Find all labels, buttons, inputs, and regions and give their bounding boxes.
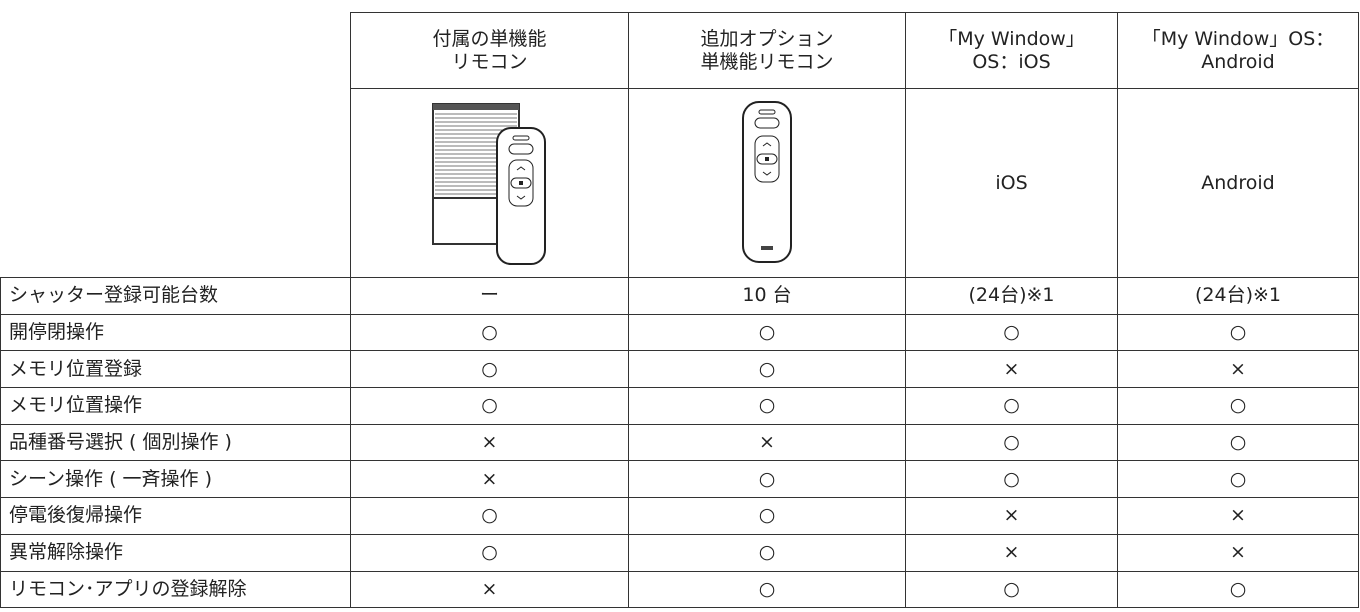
table-row: メモリ位置操作 ○ ○ ○ ○ bbox=[0, 387, 1359, 425]
os-label: Android bbox=[1201, 171, 1275, 194]
row-label: リモコン･アプリの登録解除 bbox=[0, 570, 351, 609]
table-cell: ○ bbox=[1117, 570, 1359, 609]
image-cell bbox=[628, 88, 906, 278]
table-cell: × bbox=[905, 497, 1118, 535]
table-cell: × bbox=[628, 423, 906, 462]
table-cell: (24台)※1 bbox=[905, 277, 1118, 315]
table-cell: ○ bbox=[905, 460, 1118, 499]
table-row: 開停閉操作 ○ ○ ○ ○ bbox=[0, 313, 1359, 352]
table-cell: ○ bbox=[905, 423, 1118, 462]
row-label: 品種番号選択 ( 個別操作 ) bbox=[0, 423, 351, 462]
table-cell: × bbox=[1117, 497, 1359, 535]
row-label: メモリ位置登録 bbox=[0, 350, 351, 389]
table-cell: ○ bbox=[350, 497, 629, 535]
table-cell: 10 台 bbox=[628, 277, 906, 315]
table-cell: ○ bbox=[1117, 387, 1359, 425]
header-text: 「My Window」OS： bbox=[1141, 27, 1335, 50]
table-cell: × bbox=[350, 460, 629, 499]
image-row: iOS Android bbox=[1, 88, 1359, 278]
table-cell: ○ bbox=[628, 533, 906, 572]
table-cell: (24台)※1 bbox=[1117, 277, 1359, 315]
table-cell: ○ bbox=[1117, 460, 1359, 499]
table-row: メモリ位置登録 ○ ○ × × bbox=[0, 350, 1359, 389]
header-cell: 付属の単機能 リモコン bbox=[350, 12, 629, 89]
table-row: 品種番号選択 ( 個別操作 ) × × ○ ○ bbox=[0, 423, 1359, 462]
comparison-table: 付属の単機能 リモコン 追加オプション 単機能リモコン 「My Window」 OS：… bbox=[0, 12, 1359, 609]
header-cell: 「My Window」 OS：iOS bbox=[905, 12, 1118, 89]
image-cell bbox=[350, 88, 629, 278]
table-cell: × bbox=[1117, 350, 1359, 389]
remote-icon bbox=[742, 101, 792, 263]
table-cell: ○ bbox=[350, 313, 629, 352]
header-text: Android bbox=[1201, 50, 1275, 73]
table-cell: ○ bbox=[628, 460, 906, 499]
table-row: リモコン･アプリの登録解除 × ○ ○ ○ bbox=[0, 570, 1359, 609]
table-cell: ○ bbox=[905, 313, 1118, 352]
table-row: シャッター登録可能台数ー 10 台 (24台)※1 (24台)※1 bbox=[0, 277, 1359, 315]
table-cell: ○ bbox=[350, 387, 629, 425]
shutter-remote-icon bbox=[431, 103, 546, 265]
header-text: OS：iOS bbox=[972, 50, 1051, 73]
row-label: メモリ位置操作 bbox=[0, 387, 351, 425]
table-cell: × bbox=[350, 423, 629, 462]
table-cell: × bbox=[905, 533, 1118, 572]
image-cell: iOS bbox=[905, 88, 1118, 278]
header-cell: 追加オプション 単機能リモコン bbox=[628, 12, 906, 89]
row-label: シャッター登録可能台数 bbox=[0, 277, 351, 315]
table-cell: ○ bbox=[350, 533, 629, 572]
table-cell: × bbox=[1117, 533, 1359, 572]
table-cell: ○ bbox=[628, 313, 906, 352]
table-cell: ○ bbox=[628, 497, 906, 535]
header-text: 単機能リモコン bbox=[700, 50, 834, 73]
table-cell: ○ bbox=[1117, 423, 1359, 462]
table-cell: ○ bbox=[628, 570, 906, 609]
table-cell: × bbox=[905, 350, 1118, 389]
table-cell: ○ bbox=[628, 350, 906, 389]
row-label: シーン操作 ( 一斉操作 ) bbox=[0, 460, 351, 499]
table-cell: ○ bbox=[628, 387, 906, 425]
table-row: 異常解除操作 ○ ○ × × bbox=[0, 533, 1359, 572]
table-cell: ○ bbox=[1117, 313, 1359, 352]
table-cell: ー bbox=[350, 277, 629, 315]
image-cell: Android bbox=[1117, 88, 1359, 278]
row-label: 異常解除操作 bbox=[0, 533, 351, 572]
table-cell: ○ bbox=[905, 387, 1118, 425]
os-label: iOS bbox=[995, 171, 1028, 194]
header-cell: 「My Window」OS： Android bbox=[1117, 12, 1359, 89]
table-cell: ○ bbox=[905, 570, 1118, 609]
empty-cell bbox=[0, 12, 351, 278]
table-row: シーン操作 ( 一斉操作 ) × ○ ○ ○ bbox=[0, 460, 1359, 499]
header-text: 「My Window」 bbox=[938, 27, 1085, 50]
table-cell: × bbox=[350, 570, 629, 609]
header-row: 付属の単機能 リモコン 追加オプション 単機能リモコン 「My Window」 OS：… bbox=[0, 12, 1359, 278]
row-label: 停電後復帰操作 bbox=[0, 497, 351, 535]
table-row: 停電後復帰操作 ○ ○ × × bbox=[0, 497, 1359, 535]
header-text: 付属の単機能 bbox=[432, 27, 547, 50]
header-text: 追加オプション bbox=[700, 27, 834, 50]
table-cell: ○ bbox=[350, 350, 629, 389]
row-label: 開停閉操作 bbox=[0, 313, 351, 352]
header-text: リモコン bbox=[451, 50, 528, 73]
